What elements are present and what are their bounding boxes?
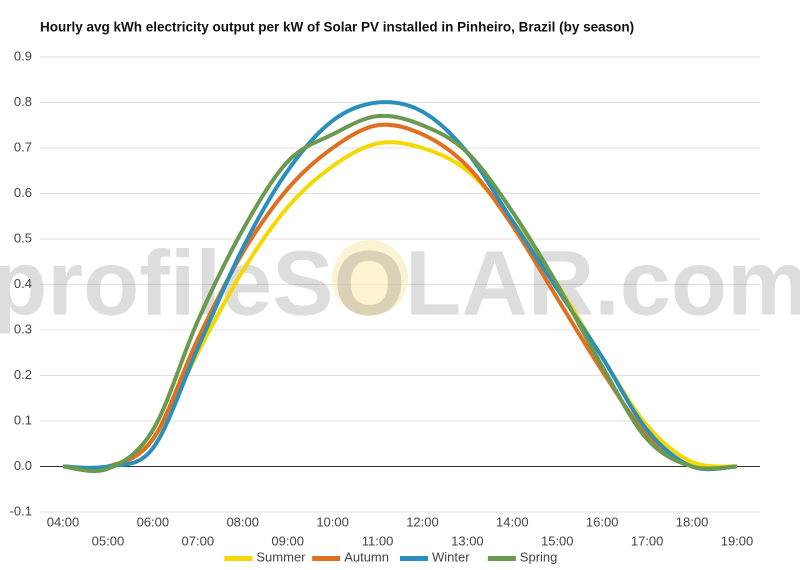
y-tick-label: 0.3 [14, 321, 32, 336]
y-tick-label: 0.6 [14, 185, 32, 200]
x-tick-label: 18:00 [676, 514, 709, 529]
series-line [62, 100, 738, 472]
y-tick-label: 0.9 [14, 48, 32, 63]
x-tick-label: 05:00 [92, 533, 125, 548]
x-tick-label: 09:00 [271, 533, 304, 548]
x-tick-label: 15:00 [541, 533, 574, 548]
watermark: profileSOLAR.com [0, 232, 800, 334]
y-tick-label: 0.1 [14, 412, 32, 427]
x-tick-label: 19:00 [721, 533, 754, 548]
y-tick-label: 0.4 [14, 276, 32, 291]
x-tick-label: 13:00 [451, 533, 484, 548]
x-tick-label: 07:00 [182, 533, 215, 548]
watermark-sun [332, 240, 408, 316]
y-tick-label: 0.8 [14, 94, 32, 109]
y-tick-label: 0.2 [14, 367, 32, 382]
x-tick-label: 10:00 [316, 514, 349, 529]
legend-label: Spring [520, 549, 558, 564]
x-tick-label: 08:00 [226, 514, 259, 529]
legend-swatch [400, 556, 428, 561]
x-tick-label: 04:00 [47, 514, 80, 529]
legend-swatch [224, 556, 253, 561]
x-tick-label: 12:00 [406, 514, 439, 529]
legend-swatch [487, 556, 516, 561]
x-tick-label: 06:00 [137, 514, 170, 529]
legend-label: Autumn [344, 549, 389, 564]
x-tick-label: 11:00 [362, 533, 394, 548]
x-tick-label: 14:00 [496, 514, 529, 529]
legend-label: Winter [432, 549, 470, 564]
series-line [62, 113, 738, 474]
chart-title: Hourly avg kWh electricity output per kW… [40, 20, 634, 35]
lines [62, 100, 738, 474]
y-tick-label: 0.0 [14, 458, 32, 473]
x-tick-label: 17:00 [631, 533, 664, 548]
legend-label: Summer [256, 549, 306, 564]
x-tick-label: 16:00 [586, 514, 619, 529]
y-tick-label: 0.5 [14, 230, 32, 245]
y-tick-label: 0.7 [14, 139, 32, 154]
legend-swatch [312, 556, 341, 561]
y-tick-label: -0.1 [10, 503, 32, 518]
